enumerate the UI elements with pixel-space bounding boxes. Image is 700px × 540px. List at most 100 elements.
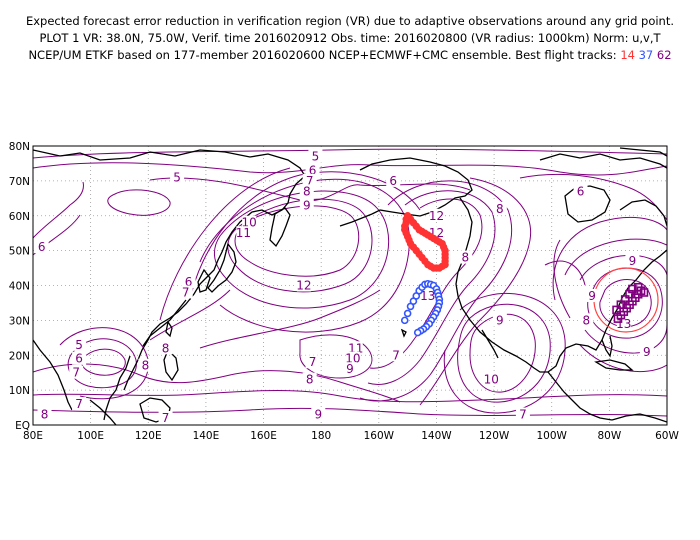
contour-label: 9 <box>314 408 322 422</box>
contour-label: 10 <box>484 373 499 387</box>
contour-label-bg <box>158 411 173 425</box>
contour-line <box>443 292 566 414</box>
longitude-labels: 80E 100E 120E 140E 160E 180 160W 140W 120W 100W 80… <box>23 430 679 442</box>
coastline-aleutians <box>339 213 373 227</box>
coastline-china <box>142 299 187 347</box>
flight-track-37 <box>400 279 444 337</box>
contour-line <box>552 216 667 301</box>
lon-label: 120W <box>479 430 510 442</box>
coastline-south-america <box>611 413 667 423</box>
contour-line <box>599 279 652 328</box>
lat-label: 20N <box>9 350 30 362</box>
contour-label-bg <box>138 358 153 372</box>
contour-line <box>369 198 483 369</box>
contour-label-bg <box>492 201 507 215</box>
contour-label: 6 <box>185 275 193 289</box>
contour-label-bg <box>37 407 52 421</box>
track-37-point <box>413 328 422 337</box>
contour-label: 13 <box>420 289 435 303</box>
contour-label-bg <box>299 198 314 212</box>
track-label-37: 37 <box>638 48 654 62</box>
coastline-japan <box>207 242 237 293</box>
contour-line <box>107 189 171 216</box>
contour-label-bg <box>579 313 594 327</box>
contour-label-bg <box>484 372 499 386</box>
track-label-14: 14 <box>620 48 635 62</box>
contour-label: 7 <box>392 348 400 362</box>
contour-label-bg <box>429 208 444 222</box>
lat-label: 10N <box>9 385 30 397</box>
track-62-point <box>620 295 630 304</box>
contour-label: 7 <box>75 397 83 411</box>
contour-line <box>234 205 360 277</box>
contour-label: 8 <box>496 202 504 216</box>
contour-label: 7 <box>519 408 527 422</box>
coastline-taiwan <box>165 320 173 338</box>
contour-label: 6 <box>38 240 46 254</box>
contour-label: 9 <box>643 345 651 359</box>
contour-label-bg <box>305 163 320 177</box>
contour-line <box>33 407 667 417</box>
contour-label-bg <box>625 254 640 268</box>
coastline-florida <box>601 335 613 358</box>
lon-label: 140E <box>193 430 220 442</box>
contour-line <box>33 181 84 239</box>
contour-label-bg <box>308 149 323 163</box>
contour-line <box>33 148 667 159</box>
contour-label-bg <box>72 351 87 365</box>
track-37-point <box>403 309 412 318</box>
lon-label: 80E <box>23 430 43 442</box>
contour-label: 9 <box>346 362 354 376</box>
map-frame <box>32 145 668 426</box>
lon-label: 160E <box>250 430 277 442</box>
contour-line <box>199 289 381 349</box>
contour-label-bg <box>296 278 311 292</box>
contour-label-bg <box>170 170 185 184</box>
contour-label-bg <box>299 184 314 198</box>
contour-label: 6 <box>75 352 83 366</box>
contour-label-bg <box>236 226 251 240</box>
contour-label-bg <box>158 341 173 355</box>
contour-line <box>367 190 496 385</box>
contour-label-bg <box>515 407 530 421</box>
contour-label-bg <box>345 351 360 365</box>
contour-label: 5 <box>75 338 83 352</box>
coastline-greenland <box>619 147 667 157</box>
track-62-point <box>625 289 634 299</box>
contour-line <box>299 334 373 379</box>
contour-line <box>33 390 667 403</box>
contour-label-bg <box>305 355 320 369</box>
contour-label: 7 <box>306 174 314 188</box>
contour-label: 13 <box>616 317 631 331</box>
contour-label-bg <box>302 173 317 187</box>
lat-label: 70N <box>9 176 30 188</box>
contour-label: 9 <box>496 313 504 327</box>
contour-line <box>419 177 532 406</box>
contour-label: 8 <box>582 313 590 327</box>
coastlines <box>33 147 667 425</box>
contour-label-bg <box>72 397 87 411</box>
contour-label: 9 <box>588 289 596 303</box>
contour-label-bg <box>386 173 401 187</box>
contour-label: 8 <box>41 408 49 422</box>
contour-lines <box>33 148 667 417</box>
track-62-point <box>616 300 626 309</box>
lon-label: 80W <box>597 430 621 442</box>
lat-label: 40N <box>9 281 30 293</box>
latitude-labels: 80N 70N 60N 50N 40N 30N 20N 10N EQ <box>9 141 30 432</box>
coastline-nw-america <box>455 197 548 373</box>
lon-label: 100W <box>537 430 568 442</box>
contour-line <box>159 167 291 321</box>
contour-line <box>149 289 231 341</box>
contour-label-bg <box>639 344 654 358</box>
contour-label-bg <box>348 341 363 355</box>
contour-label: 5 <box>173 170 181 184</box>
contour-line <box>214 190 390 309</box>
contour-label-bg <box>389 348 404 362</box>
contour-label: 8 <box>142 359 150 373</box>
contour-label: 7 <box>72 366 80 380</box>
lat-label: 50N <box>9 246 30 258</box>
contour-line <box>544 260 586 286</box>
